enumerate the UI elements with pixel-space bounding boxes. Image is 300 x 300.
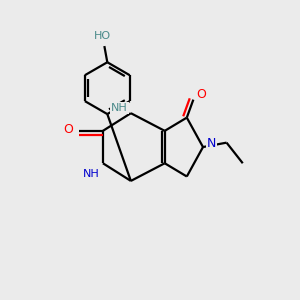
Text: NH: NH: [83, 169, 100, 179]
Text: NH: NH: [111, 103, 128, 113]
Text: HO: HO: [94, 31, 112, 41]
Text: O: O: [63, 123, 73, 136]
Text: N: N: [207, 137, 216, 150]
Text: O: O: [197, 88, 206, 101]
